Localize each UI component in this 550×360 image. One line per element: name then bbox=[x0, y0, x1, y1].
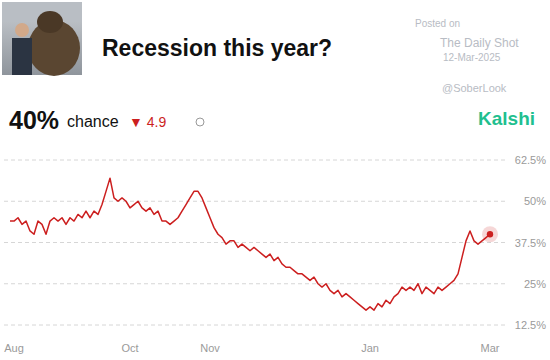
avatar-bg bbox=[2, 2, 82, 75]
title: Recession this year? bbox=[102, 35, 332, 61]
x-tick-label: Oct bbox=[121, 342, 138, 354]
last-point-halo bbox=[482, 226, 498, 242]
info-icon bbox=[196, 118, 204, 126]
x-tick-label: Mar bbox=[481, 342, 500, 354]
last-point bbox=[487, 231, 493, 237]
chart: Posted on The Daily Shot 12-Mar-2025 @Sober… bbox=[0, 0, 550, 360]
grid-line bbox=[4, 242, 506, 243]
watermark: 12-Mar-2025 bbox=[443, 52, 501, 63]
grid-line bbox=[4, 325, 506, 326]
watermark: @SoberLook bbox=[442, 82, 507, 94]
avatar-person-body bbox=[12, 38, 32, 75]
plot bbox=[10, 178, 490, 310]
grid-line bbox=[4, 160, 506, 161]
grid-line bbox=[4, 283, 506, 284]
y-tick-label: 25% bbox=[524, 278, 546, 290]
watermark: The Daily Shot bbox=[440, 36, 519, 50]
x-tick-label: Aug bbox=[4, 342, 24, 354]
change: ▼ 4.9 bbox=[129, 114, 166, 130]
x-tick-label: Jan bbox=[361, 342, 379, 354]
avatar-person-head bbox=[15, 23, 29, 37]
y-tick-label: 62.5% bbox=[515, 154, 546, 166]
x-tick-label: Nov bbox=[200, 342, 220, 354]
line bbox=[10, 178, 490, 310]
watermark: Posted on bbox=[415, 18, 460, 29]
y-tick-label: 37.5% bbox=[515, 237, 546, 249]
avatar-bear-head bbox=[37, 11, 63, 33]
grid-line bbox=[4, 201, 506, 202]
avatar bbox=[2, 2, 82, 76]
headline: 40% bbox=[9, 106, 59, 134]
brand: Kalshi bbox=[478, 108, 535, 129]
y-tick-label: 12.5% bbox=[515, 319, 546, 331]
y-tick-label: 50% bbox=[524, 195, 546, 207]
background bbox=[0, 0, 550, 360]
headline-label: chance bbox=[67, 113, 119, 130]
